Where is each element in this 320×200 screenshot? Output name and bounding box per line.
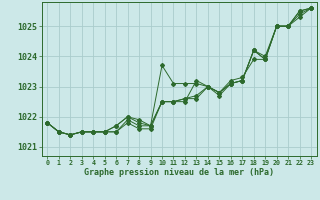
X-axis label: Graphe pression niveau de la mer (hPa): Graphe pression niveau de la mer (hPa) (84, 168, 274, 177)
